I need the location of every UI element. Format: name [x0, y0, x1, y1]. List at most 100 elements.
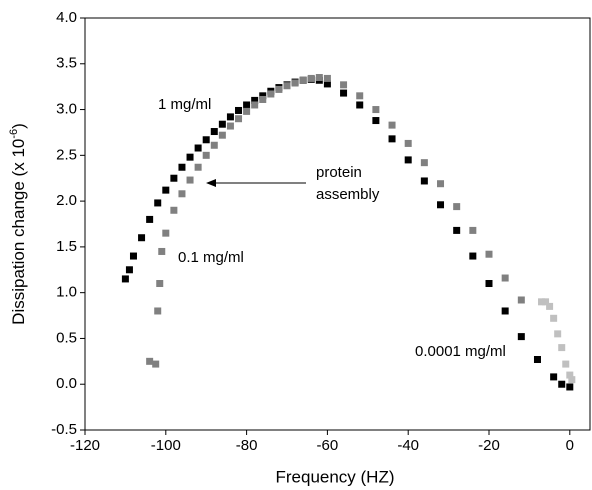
y-tick-label: 2.5: [56, 146, 77, 163]
y-axis-title-main: Dissipation change (x 10: [9, 139, 28, 325]
point: [542, 298, 550, 306]
point: [178, 190, 186, 198]
point: [243, 101, 251, 109]
point: [156, 280, 164, 288]
point: [307, 74, 315, 82]
point: [283, 82, 291, 90]
point: [546, 302, 554, 310]
y-axis-title-exponent: -6: [8, 129, 20, 139]
point: [420, 177, 428, 185]
x-tick-label: -20: [478, 437, 500, 454]
y-tick-label: 4.0: [56, 9, 77, 26]
point: [469, 252, 477, 260]
point: [243, 107, 251, 115]
point: [323, 74, 331, 82]
point: [437, 201, 445, 209]
point: [554, 330, 562, 338]
y-tick-label: 1.0: [56, 284, 77, 301]
point: [235, 115, 243, 123]
y-tick-label: 1.5: [56, 238, 77, 255]
point: [210, 128, 218, 136]
point: [566, 383, 574, 391]
point: [162, 186, 170, 194]
point: [251, 96, 259, 104]
point: [170, 174, 178, 182]
y-tick-label: 0.0: [56, 375, 77, 392]
point: [226, 122, 234, 130]
y-tick-label: -0.5: [51, 421, 77, 438]
point: [568, 376, 576, 384]
point: [202, 151, 210, 159]
point: [420, 159, 428, 167]
point: [154, 307, 162, 315]
y-axis-title-end: ): [9, 123, 28, 129]
point: [315, 74, 323, 82]
x-tick-label: -80: [236, 437, 258, 454]
point: [259, 92, 267, 100]
point: [501, 307, 509, 315]
x-tick-label: -60: [317, 437, 339, 454]
point: [372, 117, 380, 125]
point: [538, 298, 546, 306]
point: [517, 296, 525, 304]
point: [218, 120, 226, 128]
point: [218, 131, 226, 139]
point: [170, 206, 178, 214]
point: [340, 81, 348, 89]
point: [226, 113, 234, 121]
point: [558, 344, 566, 352]
x-tick-label: -120: [70, 437, 100, 454]
point: [299, 76, 307, 84]
point: [146, 357, 154, 365]
point: [453, 226, 461, 234]
plot-frame: [84, 17, 591, 431]
point: [125, 266, 133, 274]
point: [291, 79, 299, 87]
point: [275, 85, 283, 93]
point: [517, 333, 525, 341]
point: [485, 250, 493, 258]
annotation-arrowhead: [206, 179, 216, 187]
point: [356, 101, 364, 109]
series-label: 0.1 mg/ml: [178, 249, 244, 266]
point: [251, 101, 259, 109]
point: [558, 380, 566, 388]
point: [194, 144, 202, 152]
point: [129, 252, 137, 260]
point: [550, 373, 558, 381]
point: [210, 141, 218, 149]
point: [267, 90, 275, 98]
series-label: 1 mg/ml: [158, 96, 211, 113]
annotation: protein: [316, 164, 362, 181]
x-tick-label: -100: [151, 437, 181, 454]
series-label: 0.0001 mg/ml: [415, 343, 506, 360]
x-tick-label: 0: [566, 437, 574, 454]
x-tick-label: -40: [397, 437, 419, 454]
point: [323, 80, 331, 88]
point: [533, 356, 541, 364]
point: [152, 360, 160, 368]
y-tick-label: 3.0: [56, 101, 77, 118]
point: [194, 163, 202, 171]
point: [404, 156, 412, 164]
point: [550, 314, 558, 322]
annotation: assembly: [316, 186, 380, 203]
point: [186, 176, 194, 184]
y-tick-label: 0.5: [56, 329, 77, 346]
point: [437, 180, 445, 188]
point: [178, 163, 186, 171]
y-axis-title: Dissipation change (x 10-6): [8, 123, 29, 325]
point: [138, 234, 146, 242]
y-tick-label: 2.0: [56, 192, 77, 209]
point: [146, 215, 154, 223]
point: [501, 274, 509, 282]
point: [485, 280, 493, 288]
point: [186, 153, 194, 161]
point: [388, 121, 396, 129]
point: [404, 139, 412, 147]
point: [340, 89, 348, 97]
point: [235, 106, 243, 114]
point: [453, 203, 461, 211]
point: [566, 371, 574, 379]
